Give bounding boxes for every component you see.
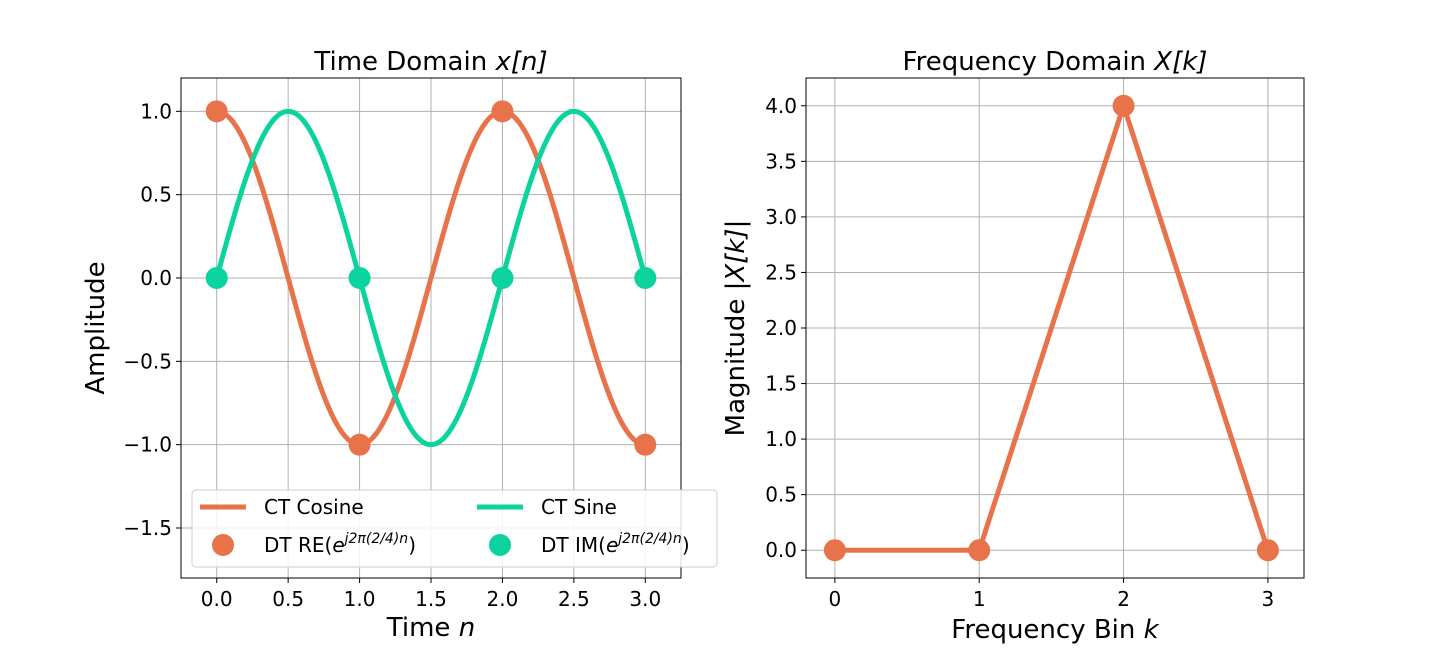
legend-label-exponent: j2π(2/4)n — [616, 531, 682, 547]
x-tick-label: 1.0 — [344, 587, 376, 611]
dt-real-point — [348, 433, 371, 456]
legend-label: CT Cosine — [264, 495, 364, 519]
ct-cosine-line — [216, 108, 646, 448]
legend-dot-marker — [212, 534, 234, 556]
y-tick-label: 3.5 — [765, 149, 797, 173]
magnitude-point — [823, 539, 846, 562]
legend-box — [191, 489, 718, 568]
y-tick-label: 0.5 — [140, 183, 172, 207]
x-tick-label: 0.5 — [272, 587, 304, 611]
dt-imag-point — [348, 267, 371, 289]
y-tick-label: 1.5 — [765, 372, 797, 396]
y-tick-label: −1.0 — [123, 433, 172, 457]
magnitude-point — [1256, 539, 1279, 562]
x-tick-label: 1.5 — [415, 587, 447, 611]
legend-label-exponent: j2π(2/4)n — [343, 531, 409, 547]
y-tick-label: 0.0 — [765, 538, 797, 562]
x-tick-label: 3.0 — [629, 587, 661, 611]
x-tick-label: 2.5 — [558, 587, 590, 611]
x-tick-label: 3 — [1262, 587, 1275, 611]
legend-label-base: e — [606, 533, 618, 557]
frequency-domain-chart: Frequency Domain X[k] 0 1 2 3 0.0 0.5 1.0 1.5 2.… — [721, 47, 1305, 645]
y-tick-label: 1.0 — [140, 99, 172, 123]
dt-imag-point — [491, 267, 514, 289]
dt-real-point — [634, 433, 657, 456]
legend-label: DT IM(ej2π(2/4)n) — [541, 531, 690, 557]
dt-real-point — [491, 100, 514, 123]
legend-label: DT RE(ej2π(2/4)n) — [264, 531, 416, 557]
magnitude-point — [968, 539, 991, 562]
legend-dot-marker — [489, 534, 511, 556]
legend-label-suffix: ) — [408, 533, 416, 557]
x-tick-label: 0.0 — [201, 587, 233, 611]
frequency-domain-x-axis-label: Frequency Bin k — [951, 615, 1159, 645]
time-domain-ticks: 0.0 0.5 1.0 1.5 2.0 2.5 3.0 1.0 0.5 0.0 −0.5 −1.0 −1… — [123, 99, 661, 611]
y-tick-label: 0.0 — [140, 266, 172, 290]
y-tick-label: 2.0 — [765, 316, 797, 340]
y-tick-label: 0.5 — [765, 483, 797, 507]
magnitude-line — [834, 103, 1271, 553]
frequency-domain-title: Frequency Domain X[k] — [903, 47, 1208, 77]
legend-label-prefix: DT RE( — [264, 533, 332, 557]
time-domain-y-axis-label: Amplitude — [81, 261, 111, 394]
frequency-domain-grid — [806, 78, 1304, 578]
y-tick-label: 4.0 — [765, 94, 797, 118]
y-tick-label: −0.5 — [123, 349, 172, 373]
legend-label-prefix: DT IM( — [541, 533, 606, 557]
y-tick-label: 1.0 — [765, 427, 797, 451]
dt-imag-point — [205, 267, 228, 289]
legend-label-base: e — [332, 533, 344, 557]
x-tick-label: 2 — [1117, 587, 1130, 611]
legend-label: CT Sine — [541, 495, 617, 519]
dt-imag-point — [634, 267, 657, 289]
time-domain-axes-frame — [180, 77, 682, 579]
frequency-domain-axes-frame — [805, 77, 1305, 579]
magnitude-point — [1112, 94, 1135, 117]
ct-sine-line — [214, 108, 648, 448]
dt-real-point — [205, 100, 228, 123]
frequency-domain-ticks: 0 1 2 3 0.0 0.5 1.0 1.5 2.0 2.5 3.0 3.5 4.0 — [765, 94, 1274, 611]
y-tick-label: 3.0 — [765, 205, 797, 229]
time-domain-chart: Time Domain x[n] 0.0 0.5 1.0 1.5 2.0 2.5 3.0 1.… — [81, 47, 718, 643]
x-tick-label: 0 — [829, 587, 842, 611]
frequency-domain-plot-area — [823, 94, 1279, 562]
legend-label-suffix: ) — [682, 533, 690, 557]
y-tick-label: 2.5 — [765, 260, 797, 284]
time-domain-title: Time Domain x[n] — [313, 47, 547, 77]
x-tick-label: 1 — [973, 587, 986, 611]
x-tick-label: 2.0 — [487, 587, 519, 611]
time-domain-x-axis-label: Time n — [386, 613, 475, 643]
frequency-domain-y-axis-label: Magnitude |X[k]| — [721, 220, 751, 437]
time-domain-plot-area — [205, 100, 657, 456]
y-tick-label: −1.5 — [123, 516, 172, 540]
